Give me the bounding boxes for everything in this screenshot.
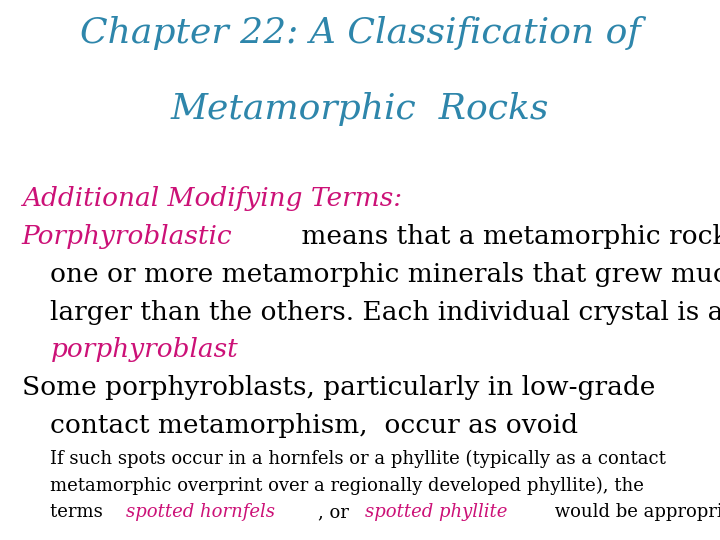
Text: terms: terms: [50, 503, 109, 521]
Text: would be appropriate.: would be appropriate.: [549, 503, 720, 521]
Text: Chapter 22: A Classification of: Chapter 22: A Classification of: [80, 16, 640, 50]
Text: means that a metamorphic rock has: means that a metamorphic rock has: [293, 224, 720, 249]
Text: Metamorphic  Rocks: Metamorphic Rocks: [171, 92, 549, 126]
Text: one or more metamorphic minerals that grew much: one or more metamorphic minerals that gr…: [50, 262, 720, 287]
Text: Some porphyroblasts, particularly in low-grade: Some porphyroblasts, particularly in low…: [22, 375, 655, 400]
Text: contact metamorphism,  occur as ovoid: contact metamorphism, occur as ovoid: [50, 413, 587, 438]
Text: spotted hornfels: spotted hornfels: [126, 503, 275, 521]
Text: Porphyroblastic: Porphyroblastic: [22, 224, 233, 249]
Text: metamorphic overprint over a regionally developed phyllite), the: metamorphic overprint over a regionally …: [50, 476, 644, 495]
Text: , or: , or: [318, 503, 355, 521]
Text: Additional Modifying Terms:: Additional Modifying Terms:: [22, 186, 402, 211]
Text: If such spots occur in a hornfels or a phyllite (typically as a contact: If such spots occur in a hornfels or a p…: [50, 449, 666, 468]
Text: spotted phyllite: spotted phyllite: [366, 503, 508, 521]
Text: larger than the others. Each individual crystal is a: larger than the others. Each individual …: [50, 300, 720, 325]
Text: porphyroblast: porphyroblast: [50, 338, 238, 362]
